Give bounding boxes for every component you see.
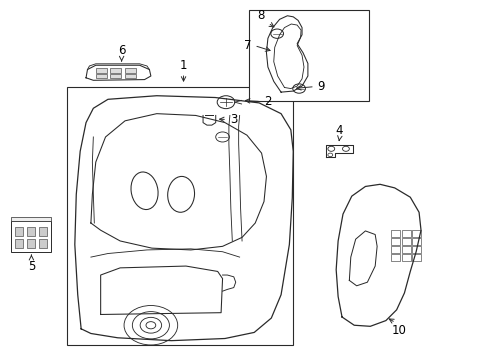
Bar: [15, 239, 23, 248]
Text: 2: 2: [245, 95, 271, 108]
Bar: [411, 254, 421, 261]
Bar: [39, 227, 46, 236]
Bar: [390, 238, 399, 245]
Bar: [110, 74, 121, 78]
Bar: [96, 68, 106, 73]
Bar: [66, 87, 293, 345]
Bar: [401, 230, 410, 237]
Bar: [110, 68, 121, 73]
Bar: [411, 246, 421, 253]
Bar: [390, 230, 399, 237]
Text: 7: 7: [244, 39, 251, 52]
Bar: [411, 238, 421, 245]
Bar: [401, 246, 410, 253]
Bar: [11, 221, 51, 252]
Text: 3: 3: [219, 113, 237, 126]
Text: 5: 5: [28, 260, 35, 273]
Bar: [390, 246, 399, 253]
Bar: [411, 230, 421, 237]
Text: 10: 10: [391, 324, 406, 337]
Bar: [39, 239, 46, 248]
Bar: [249, 10, 368, 101]
Bar: [15, 227, 23, 236]
Bar: [27, 239, 35, 248]
Bar: [11, 217, 51, 221]
Bar: [401, 254, 410, 261]
Bar: [27, 227, 35, 236]
Bar: [96, 74, 106, 78]
Bar: [125, 74, 136, 78]
Text: 4: 4: [335, 124, 343, 137]
Bar: [401, 238, 410, 245]
Bar: [125, 68, 136, 73]
Text: 9: 9: [296, 80, 325, 93]
Text: 8: 8: [257, 9, 264, 22]
Text: 6: 6: [118, 44, 125, 57]
Bar: [390, 254, 399, 261]
Text: 1: 1: [180, 59, 187, 72]
